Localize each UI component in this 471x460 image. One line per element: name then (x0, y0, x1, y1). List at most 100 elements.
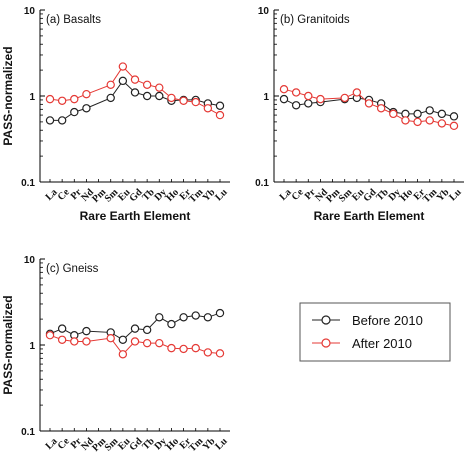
data-point (449, 112, 459, 121)
y-tick-label: 1 (29, 341, 35, 352)
series-after-2010 (45, 331, 225, 359)
data-point (57, 324, 67, 333)
data-point (203, 104, 213, 113)
chart-panel-3: 0.1110LaCePrNdPmSmEuGdTbDyHoErTmYbLu(c) … (1, 255, 230, 454)
series-after-2010 (279, 84, 459, 131)
data-point (106, 333, 115, 343)
data-point (340, 93, 349, 103)
data-point (425, 116, 434, 125)
data-point (437, 109, 447, 119)
legend-marker-after (321, 338, 331, 348)
data-point (352, 88, 362, 97)
data-point (118, 350, 128, 359)
data-point (70, 107, 79, 117)
data-point (57, 335, 67, 344)
data-point (167, 319, 176, 329)
data-point (70, 337, 79, 346)
data-point (191, 311, 200, 320)
data-point (179, 96, 188, 105)
data-point (364, 99, 374, 108)
chart-panel-2: 0.1110LaCePrNdPmSmEuGdTbDyHoErTmYbLu(b) … (255, 6, 464, 223)
data-point (82, 104, 91, 113)
data-point (82, 89, 91, 99)
data-point (215, 349, 225, 358)
data-point (45, 116, 55, 125)
data-point (304, 99, 313, 108)
y-axis-title: PASS-normalized (1, 46, 15, 145)
data-point (279, 84, 289, 94)
y-tick-label: 1 (263, 92, 269, 103)
data-point (179, 313, 188, 322)
y-tick-label: 10 (24, 255, 36, 266)
x-tick-label: Lu (213, 187, 230, 204)
data-point (413, 117, 422, 127)
data-point (142, 91, 152, 101)
data-point (291, 101, 301, 110)
x-tick-label: Lu (447, 187, 464, 204)
y-axis-title: PASS-normalized (1, 295, 15, 394)
data-point (316, 94, 325, 104)
data-point (215, 308, 225, 318)
data-point (106, 80, 115, 89)
data-point (142, 80, 152, 89)
panel-label: (c) Gneiss (46, 263, 99, 275)
y-tick-label: 0.1 (255, 178, 269, 189)
data-point (215, 110, 225, 120)
y-tick-label: 10 (258, 6, 270, 17)
data-point (191, 97, 200, 107)
data-point (57, 116, 67, 125)
data-point (215, 101, 225, 110)
legend-marker-before (321, 315, 331, 325)
data-point (155, 83, 164, 92)
data-point (82, 337, 91, 346)
data-point (57, 96, 67, 105)
legend-label-before: Before 2010 (352, 313, 423, 328)
data-point (130, 324, 140, 333)
chart-panel-1: 0.1110LaCePrNdPmSmEuGdTbDyHoErTmYbLu(a) … (1, 6, 230, 223)
data-point (291, 88, 301, 97)
data-point (130, 75, 140, 84)
data-point (118, 62, 128, 71)
data-point (118, 76, 128, 86)
x-tick-label: Lu (213, 436, 230, 453)
panel-label: (b) Granitoids (280, 14, 350, 26)
data-point (449, 121, 459, 131)
y-tick-label: 0.1 (21, 427, 35, 438)
data-point (413, 109, 422, 119)
data-point (179, 344, 188, 354)
data-point (106, 93, 115, 103)
data-point (118, 335, 128, 344)
data-point (167, 93, 176, 103)
data-point (304, 91, 313, 101)
data-point (401, 116, 410, 125)
x-axis-title: Rare Earth Element (80, 209, 191, 223)
data-point (389, 109, 398, 119)
y-tick-label: 1 (29, 92, 35, 103)
data-point (82, 326, 91, 336)
data-point (376, 104, 386, 113)
data-point (203, 313, 213, 322)
data-point (191, 343, 200, 353)
data-point (279, 94, 289, 104)
data-point (155, 91, 164, 101)
legend-box (299, 302, 451, 362)
panel-label: (a) Basalts (46, 14, 101, 26)
data-point (437, 119, 447, 128)
data-point (45, 94, 55, 104)
data-point (130, 337, 140, 346)
data-point (70, 94, 79, 104)
data-point (203, 348, 213, 357)
data-point (142, 325, 152, 335)
legend-label-after: After 2010 (352, 336, 412, 351)
series-after-2010 (45, 62, 225, 120)
y-tick-label: 10 (24, 6, 36, 17)
data-point (155, 313, 164, 322)
y-tick-label: 0.1 (21, 178, 35, 189)
x-axis-title: Rare Earth Element (314, 209, 425, 223)
data-point (155, 338, 164, 348)
legend: Before 2010 After 2010 (299, 302, 451, 362)
data-point (45, 331, 55, 340)
data-point (425, 106, 434, 115)
data-point (142, 338, 152, 348)
